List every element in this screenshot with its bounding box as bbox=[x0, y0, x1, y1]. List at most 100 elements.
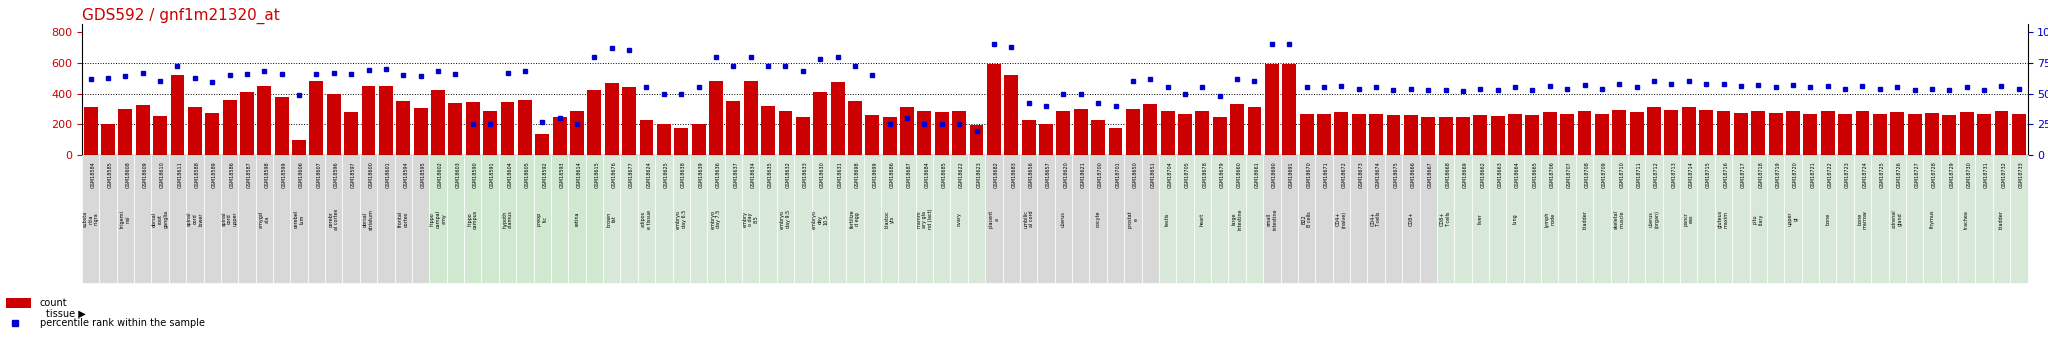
Text: GSM18707: GSM18707 bbox=[1567, 161, 1573, 188]
Bar bbox=[170, 75, 184, 155]
Text: GSM18595: GSM18595 bbox=[420, 161, 426, 188]
Text: mamm
ary gla
nd (lact): mamm ary gla nd (lact) bbox=[915, 209, 932, 229]
Text: GSM18592: GSM18592 bbox=[543, 161, 547, 188]
FancyBboxPatch shape bbox=[1853, 155, 1872, 283]
FancyBboxPatch shape bbox=[1872, 155, 1888, 283]
Bar bbox=[1526, 115, 1540, 155]
Bar bbox=[1108, 128, 1122, 155]
FancyBboxPatch shape bbox=[1438, 155, 1454, 283]
Text: GSM18667: GSM18667 bbox=[1427, 161, 1434, 188]
Text: GSM18685: GSM18685 bbox=[942, 161, 946, 188]
Text: GSM18610: GSM18610 bbox=[160, 161, 166, 188]
Text: GSM18656: GSM18656 bbox=[1028, 161, 1034, 188]
FancyBboxPatch shape bbox=[256, 155, 272, 283]
Text: GSM18716: GSM18716 bbox=[1724, 161, 1729, 188]
Bar bbox=[1092, 120, 1106, 155]
Bar bbox=[1352, 114, 1366, 155]
Text: pancr
eas: pancr eas bbox=[1683, 212, 1694, 226]
FancyBboxPatch shape bbox=[725, 155, 741, 283]
Bar bbox=[1665, 110, 1679, 155]
Text: GSM18607: GSM18607 bbox=[317, 161, 322, 188]
Bar bbox=[1855, 111, 1870, 155]
Bar bbox=[1821, 111, 1835, 155]
Bar bbox=[831, 82, 844, 155]
Text: GSM18725: GSM18725 bbox=[1880, 161, 1884, 188]
FancyBboxPatch shape bbox=[1976, 155, 1993, 283]
Bar bbox=[1038, 124, 1053, 155]
Text: GSM18639: GSM18639 bbox=[698, 161, 705, 188]
Bar bbox=[762, 106, 774, 155]
Text: GSM18683: GSM18683 bbox=[1012, 161, 1016, 188]
Text: pitu
itary: pitu itary bbox=[1753, 214, 1763, 225]
Bar bbox=[1266, 64, 1278, 155]
FancyBboxPatch shape bbox=[186, 155, 203, 283]
FancyBboxPatch shape bbox=[637, 155, 655, 283]
Bar bbox=[84, 107, 98, 155]
Bar bbox=[309, 81, 324, 155]
Text: bone
marrow: bone marrow bbox=[1858, 210, 1868, 228]
Text: GSM18657: GSM18657 bbox=[1047, 161, 1051, 188]
Text: embry
o day
8.5: embry o day 8.5 bbox=[743, 211, 760, 227]
Text: GSM18687: GSM18687 bbox=[907, 161, 911, 188]
Bar bbox=[848, 101, 862, 155]
Text: count: count bbox=[41, 298, 68, 308]
Text: GSM18686: GSM18686 bbox=[889, 161, 895, 188]
FancyBboxPatch shape bbox=[272, 155, 291, 283]
Bar bbox=[1317, 115, 1331, 155]
FancyBboxPatch shape bbox=[915, 155, 934, 283]
Text: GSM18630: GSM18630 bbox=[819, 161, 825, 188]
Text: bone: bone bbox=[1825, 213, 1831, 225]
Bar bbox=[1735, 113, 1747, 155]
Text: GSM18661: GSM18661 bbox=[1255, 161, 1260, 188]
Bar bbox=[987, 64, 1001, 155]
Text: trachea: trachea bbox=[1964, 210, 1970, 228]
Text: GSM18677: GSM18677 bbox=[629, 161, 635, 188]
FancyBboxPatch shape bbox=[446, 155, 465, 283]
FancyBboxPatch shape bbox=[465, 155, 481, 283]
Text: uterus
(organ): uterus (organ) bbox=[1649, 210, 1659, 228]
Text: GSM18678: GSM18678 bbox=[1202, 161, 1208, 188]
FancyBboxPatch shape bbox=[1907, 155, 1923, 283]
FancyBboxPatch shape bbox=[1159, 155, 1176, 283]
Bar bbox=[1647, 107, 1661, 155]
Text: GSM18594: GSM18594 bbox=[403, 161, 408, 188]
Text: GSM18663: GSM18663 bbox=[1497, 161, 1503, 188]
Text: GSM18731: GSM18731 bbox=[1985, 161, 1989, 188]
Bar bbox=[293, 140, 305, 155]
Bar bbox=[553, 117, 567, 155]
FancyBboxPatch shape bbox=[1384, 155, 1403, 283]
Text: GSM18713: GSM18713 bbox=[1671, 161, 1677, 188]
Text: substa
ntia
nigra: substa ntia nigra bbox=[82, 211, 98, 227]
FancyBboxPatch shape bbox=[1923, 155, 1942, 283]
FancyBboxPatch shape bbox=[1802, 155, 1819, 283]
Text: GSM18712: GSM18712 bbox=[1655, 161, 1659, 188]
Text: spinal
cord
upper: spinal cord upper bbox=[221, 212, 238, 226]
Text: CD8+: CD8+ bbox=[1409, 212, 1413, 226]
Text: GSM18622: GSM18622 bbox=[958, 161, 965, 188]
FancyBboxPatch shape bbox=[1524, 155, 1540, 283]
Text: B22
B cells: B22 B cells bbox=[1300, 211, 1313, 227]
Bar bbox=[1421, 117, 1436, 155]
Bar bbox=[604, 83, 618, 155]
Text: GSM18733: GSM18733 bbox=[2019, 161, 2023, 188]
Bar bbox=[623, 87, 637, 155]
Text: GSM18588: GSM18588 bbox=[195, 161, 201, 188]
Text: GSM18591: GSM18591 bbox=[489, 161, 496, 188]
FancyBboxPatch shape bbox=[1124, 155, 1141, 283]
Text: GSM18601: GSM18601 bbox=[385, 161, 391, 188]
FancyBboxPatch shape bbox=[307, 155, 326, 283]
Bar bbox=[934, 112, 948, 155]
FancyBboxPatch shape bbox=[168, 155, 186, 283]
Text: GSM18598: GSM18598 bbox=[264, 161, 270, 188]
Text: GSM18732: GSM18732 bbox=[2001, 161, 2007, 188]
Text: GSM18666: GSM18666 bbox=[1411, 161, 1415, 188]
Bar bbox=[1925, 113, 1939, 155]
Bar bbox=[1196, 110, 1208, 155]
FancyBboxPatch shape bbox=[586, 155, 602, 283]
FancyBboxPatch shape bbox=[1176, 155, 1194, 283]
FancyBboxPatch shape bbox=[1942, 155, 1958, 283]
Text: GSM18650: GSM18650 bbox=[1133, 161, 1139, 188]
Text: GSM18608: GSM18608 bbox=[125, 161, 131, 188]
Bar bbox=[119, 109, 133, 155]
Text: GSM18611: GSM18611 bbox=[178, 161, 182, 188]
